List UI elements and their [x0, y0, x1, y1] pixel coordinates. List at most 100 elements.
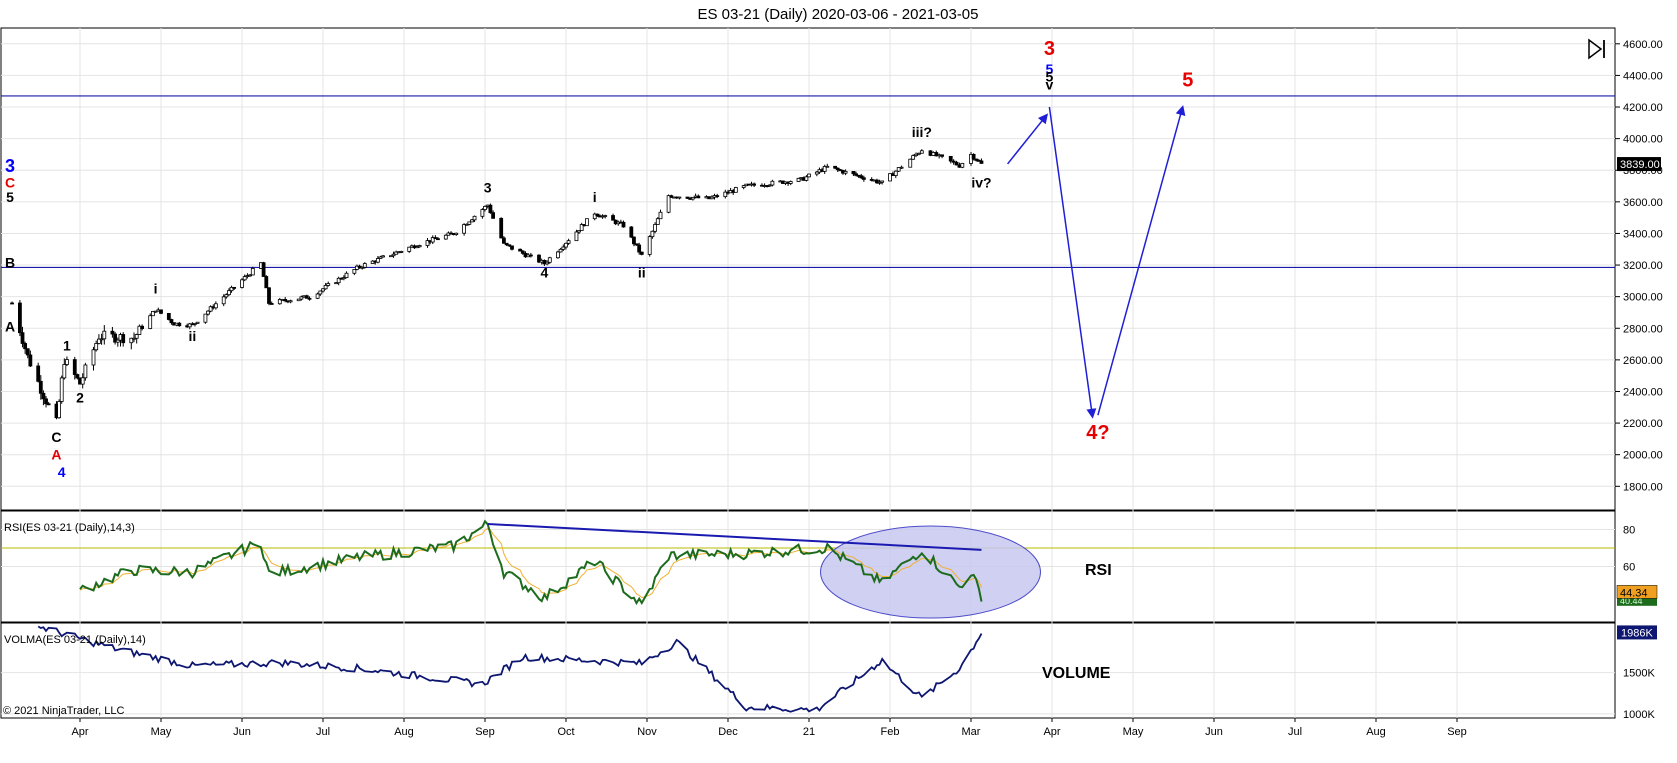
candle-down [520, 250, 525, 254]
volume-annotation: VOLUME [1042, 665, 1111, 682]
rsi-signal-label: 40.44 [1620, 596, 1643, 606]
candle-up [221, 296, 226, 305]
candle-up [807, 173, 811, 178]
price-candles [10, 149, 984, 420]
candle-up [65, 359, 69, 365]
wave-label: 4 [58, 464, 66, 480]
y-tick-label: 2400.00 [1623, 386, 1663, 398]
rsi-signal-badge [1617, 594, 1657, 606]
y-tick-label: 2200.00 [1623, 418, 1663, 430]
candle-up [102, 330, 107, 340]
candle-down [10, 302, 14, 305]
candle-down [501, 237, 506, 244]
wave-label: 5 [6, 189, 14, 205]
candle-up [62, 364, 67, 379]
candle-down [971, 153, 976, 160]
wave-label: i [593, 189, 597, 205]
candle-down [851, 171, 856, 175]
candle-up [822, 166, 827, 172]
candle-up [394, 251, 399, 255]
candle-up [334, 282, 338, 285]
candle-down [169, 319, 174, 324]
candle-up [97, 338, 101, 344]
candle-down [36, 365, 41, 382]
candle-down [159, 309, 163, 314]
candle-down [685, 196, 690, 199]
candle-up [150, 310, 155, 317]
candle-up [94, 343, 99, 351]
projection-arrow [1048, 106, 1097, 419]
vol-tick-label: 1000K [1623, 709, 1655, 721]
y-tick-label: 4400.00 [1623, 70, 1663, 82]
candle-down [44, 398, 48, 405]
candle-down [637, 244, 642, 253]
candle-down [20, 332, 25, 344]
candle-up [579, 224, 584, 231]
x-tick-label: Aug [394, 726, 414, 738]
candle-up [561, 246, 566, 250]
candle-up [129, 337, 134, 344]
candle-up [650, 230, 655, 238]
candle-down [954, 161, 959, 166]
candle-down [25, 348, 30, 356]
rsi-value-label: 44.34 [1620, 587, 1648, 599]
candle-up [564, 242, 568, 248]
x-tick-label: May [1123, 726, 1144, 738]
candle-up [352, 269, 357, 274]
candle-up [153, 310, 158, 313]
candle-up [344, 272, 349, 279]
candle-up [407, 246, 412, 252]
candle-up [91, 349, 96, 366]
rsi-value-badge [1616, 585, 1658, 599]
price-panel[interactable] [0, 27, 1616, 511]
candle-down [23, 343, 28, 350]
wave-label: 4? [1086, 422, 1109, 444]
rsi-tick-label: 80 [1623, 525, 1635, 537]
candle-down [696, 195, 701, 199]
y-tick-label: 1800.00 [1623, 481, 1663, 493]
candle-up [195, 321, 200, 324]
candle-down [72, 359, 77, 375]
candle-up [315, 293, 320, 299]
candle-up [911, 155, 916, 160]
candle-up [213, 303, 218, 309]
last-price-badge [1617, 157, 1661, 172]
candle-down [264, 276, 269, 289]
candle-down [859, 175, 864, 179]
candle-up [566, 240, 571, 244]
candle-up [342, 277, 346, 280]
candle-down [110, 330, 115, 335]
wave-label: i [154, 280, 158, 296]
grid-lines [1, 28, 1615, 718]
candle-up [296, 298, 301, 302]
candle-up [193, 322, 197, 325]
skip-to-end-icon[interactable] [1588, 38, 1605, 60]
candle-up [417, 245, 422, 248]
candle-down [974, 158, 979, 161]
candle-up [472, 215, 477, 221]
candle-up [336, 277, 341, 284]
wave-label: 2 [76, 390, 84, 406]
time-axis: Apr May Jun Jul Aug Sep Oct Nov Dec 21 Feb Mar Apr Ma… [71, 718, 1467, 738]
candle-up [203, 313, 208, 323]
candle-up [880, 180, 885, 183]
volume-panel-label: VOLMA(ES 03-21 (Daily),14) [4, 634, 146, 646]
candle-down [537, 254, 541, 263]
candle-up [360, 266, 365, 269]
candle-up [229, 286, 234, 292]
candle-up [80, 377, 85, 385]
candle-down [669, 195, 674, 198]
candle-up [137, 325, 142, 335]
volume-panel[interactable] [0, 622, 1616, 719]
candle-down [861, 177, 866, 180]
candle-down [491, 212, 496, 219]
candle-down [18, 302, 22, 334]
candle-up [733, 187, 738, 193]
candle-up [655, 218, 660, 225]
candle-down [940, 154, 944, 157]
candle-down [854, 173, 858, 176]
x-tick-label: 21 [803, 726, 815, 738]
rsi-tick-label: 60 [1623, 562, 1635, 574]
candle-up [691, 196, 695, 200]
